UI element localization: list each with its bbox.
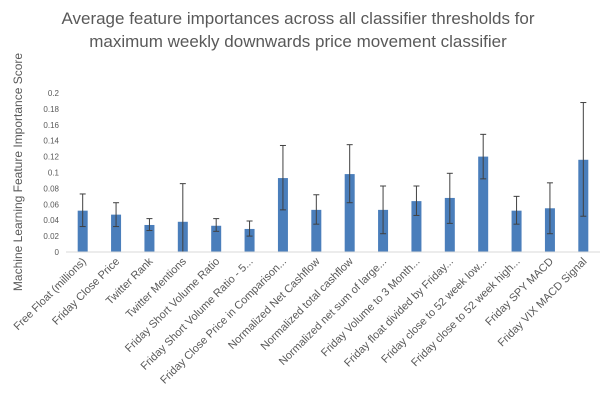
error-bar xyxy=(480,133,487,180)
y-axis: 0 0.02 0.04 0.06 0.08 0.1 0.12 0.14 0.16 0.18 0.2 xyxy=(43,89,59,257)
y-axis-label: Machine Learning Feature Importance Scor… xyxy=(11,53,25,291)
bar xyxy=(344,174,355,252)
x-tick-label: Twitter Mentions xyxy=(124,255,189,320)
y-tick-label: 0.16 xyxy=(43,121,59,130)
error-bar xyxy=(546,182,553,235)
y-tick-label: 0.18 xyxy=(43,105,59,114)
error-bar xyxy=(213,218,220,232)
y-tick-label: 0.12 xyxy=(43,153,59,162)
error-bar xyxy=(413,185,420,216)
error-bar xyxy=(146,218,153,232)
error-bars xyxy=(79,102,587,253)
error-bar xyxy=(79,193,86,228)
y-tick-label: 0.08 xyxy=(43,184,59,193)
bar xyxy=(311,209,322,252)
bar xyxy=(511,210,522,252)
chart-title-line-2: maximum weekly downwards price movement … xyxy=(89,32,507,51)
error-bar xyxy=(513,195,520,225)
error-bar xyxy=(246,220,253,237)
bar xyxy=(411,201,422,252)
y-tick-label: 0.04 xyxy=(43,216,59,225)
bar xyxy=(211,225,222,252)
x-axis: Free Float (millions)Friday Close PriceT… xyxy=(12,255,590,386)
bar xyxy=(478,156,489,252)
error-bar xyxy=(380,185,387,235)
chart-title-line-1: Average feature importances across all c… xyxy=(61,9,534,28)
bar xyxy=(444,197,455,252)
chart-title: Average feature importances across all c… xyxy=(61,9,534,51)
x-tick-label: Friday Close Price in Comparison... xyxy=(158,256,289,387)
error-bar xyxy=(113,202,120,228)
error-bar xyxy=(346,144,353,204)
y-tick-label: 0 xyxy=(55,248,60,257)
y-tick-label: 0.1 xyxy=(48,169,60,178)
y-tick-label: 0.14 xyxy=(43,137,59,146)
bar xyxy=(144,224,155,252)
error-bar xyxy=(313,194,320,225)
error-bar xyxy=(446,172,453,224)
bar xyxy=(111,214,122,252)
bar-series xyxy=(77,156,589,252)
bar xyxy=(277,178,288,252)
y-tick-label: 0.2 xyxy=(48,89,60,98)
error-bar xyxy=(279,144,286,211)
y-tick-label: 0.02 xyxy=(43,232,59,241)
bar xyxy=(244,228,255,252)
error-bar xyxy=(580,102,587,217)
bar xyxy=(77,210,88,252)
y-tick-label: 0.06 xyxy=(43,200,59,209)
